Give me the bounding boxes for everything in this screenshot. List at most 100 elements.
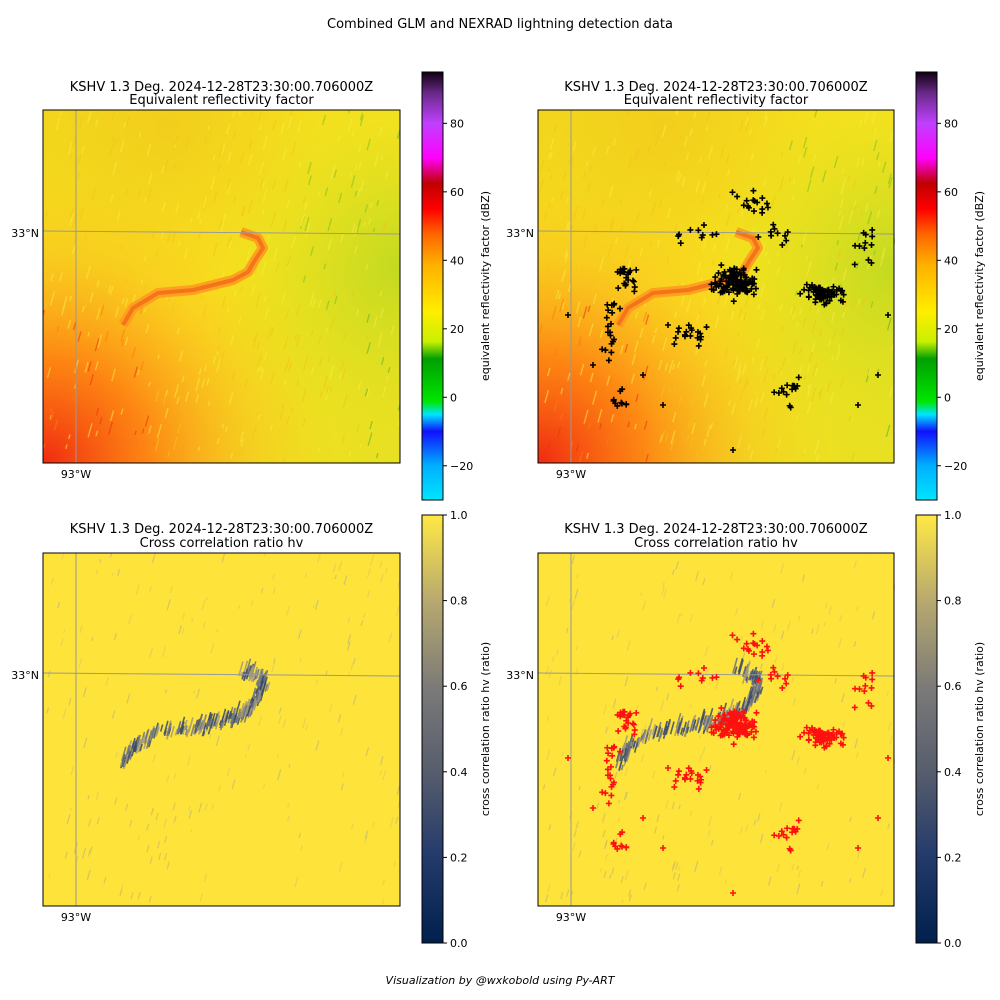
lightning-marker [744,289,751,296]
lightning-marker [671,341,678,348]
lightning-marker [740,727,747,734]
lightning-marker [610,397,617,404]
colorbar-tick-label: 0.2 [450,851,468,864]
lightning-marker [782,675,789,682]
lightning-marker [751,723,758,730]
lightning-marker [604,766,611,773]
colorbar-gradient [915,71,938,501]
lightning-marker [565,755,571,761]
panel-title: KSHV 1.3 Deg. 2024-12-28T23:30:00.706000… [564,80,868,95]
lightning-marker [708,286,715,293]
axes-frame [42,552,401,907]
gridline-lat [43,672,400,677]
lightning-marker [694,334,701,341]
lightning-marker [608,349,615,356]
lightning-marker [805,293,812,300]
panel-top-right: KSHV 1.3 Deg. 2024-12-28T23:30:00.706000… [506,71,986,501]
colorbar-tick-label: 60 [450,186,464,199]
lightning-marker [687,332,694,339]
lightning-marker [611,300,618,307]
panel-subtitle: Cross correlation ratio hv [140,536,304,551]
lightning-marker [721,715,728,722]
lightning-marker [688,768,695,775]
lightning-marker [608,340,615,347]
lightning-marker [604,329,611,336]
lightning-marker [590,805,596,811]
lightning-marker [660,845,666,851]
lightning-marker [733,725,740,732]
colorbar-tick-label: 40 [450,254,464,267]
colorbar-gradient [421,71,444,501]
lightning-marker [862,674,869,681]
colorbar-tick-label: 0.0 [944,937,962,950]
lightning-marker [778,385,785,392]
lightning-marker [819,737,826,744]
lightning-marker [675,771,682,778]
lightning-marker [727,711,734,718]
panel-subtitle: Equivalent reflectivity factor [129,93,314,108]
lightning-marker [599,346,606,353]
colorbar-tick-label: 0 [944,391,951,404]
lightning-marker [749,718,756,725]
lightning-marker [605,307,612,314]
lightning-marker [791,383,798,390]
lightning-marker [779,684,786,691]
panel-subtitle: Cross correlation ratio hv [634,536,798,551]
lightning-marker [830,726,837,733]
lightning-marker [730,447,736,453]
lightning-marker [851,704,858,711]
plot-area [538,553,895,906]
lightning-marker [622,725,629,732]
panel-subtitle: Equivalent reflectivity factor [624,93,809,108]
lightning-marker [767,671,774,678]
lightning-marker [620,708,627,715]
lightning-marker [675,325,682,332]
lightning-marker [822,730,829,737]
colorbar-tick-label: 40 [944,254,958,267]
lightning-marker [753,266,760,273]
lightning-marker [712,717,719,724]
lightning-marker [604,301,611,308]
lightning-marker [737,720,744,727]
lightning-marker [746,721,753,728]
colorbar-gradient [915,514,938,944]
axes-frame [537,552,895,907]
lightning-marker [733,266,740,273]
lightning-marker [713,674,720,681]
lightning-marker [797,733,804,740]
colorbar-gradient [421,514,444,944]
lightning-marker [718,705,725,712]
lightning-marker [708,281,715,288]
lightning-marker [708,729,715,736]
lightning-marker [672,777,679,784]
lightning-marker [733,709,740,716]
lightning-marker [740,708,747,715]
radar-texture [46,553,400,905]
lightning-marker [614,268,621,275]
y-tick-label: 33°N [11,669,39,682]
lightning-marker [743,282,750,289]
lightning-marker [826,740,833,747]
gridline-lat [43,230,400,235]
lightning-marker [861,245,868,252]
lightning-marker [767,228,774,235]
lightning-markers [565,187,891,453]
panels: KSHV 1.3 Deg. 2024-12-28T23:30:00.706000… [11,71,986,950]
lightning-marker [771,832,778,839]
lightning-marker [717,278,724,285]
lightning-marker [840,734,847,741]
lightning-marker [610,336,617,343]
lightning-marker [751,197,758,204]
lightning-marker [609,309,616,316]
lightning-marker [605,800,612,807]
lightning-marker [626,712,633,719]
lightning-marker [784,382,791,389]
lightning-marker [811,285,818,292]
lightning-marker [675,768,682,775]
lightning-marker [740,202,747,209]
lightning-marker [672,334,679,341]
lightning-marker [741,285,748,292]
lightning-marker [675,676,682,683]
lightning-marker [759,652,766,659]
lightning-marker [608,783,615,790]
